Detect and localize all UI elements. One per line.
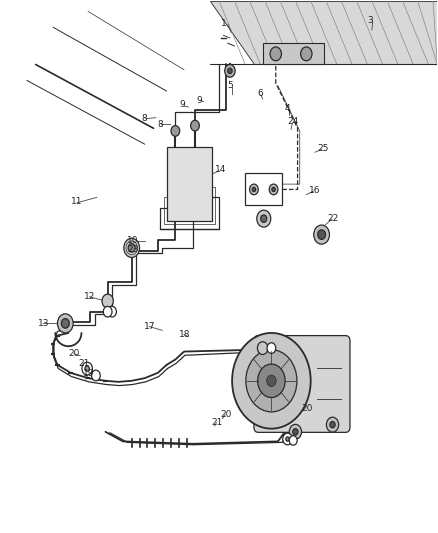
Circle shape (272, 187, 276, 191)
Text: 13: 13 (38, 319, 49, 328)
Text: 17: 17 (144, 322, 155, 331)
Circle shape (191, 120, 199, 131)
Circle shape (108, 306, 117, 317)
Circle shape (326, 417, 339, 432)
Text: 16: 16 (309, 186, 321, 195)
Text: 25: 25 (317, 144, 328, 153)
Circle shape (232, 333, 311, 429)
Circle shape (286, 437, 289, 441)
FancyBboxPatch shape (263, 43, 324, 64)
Circle shape (171, 126, 180, 136)
Text: 6: 6 (258, 89, 263, 98)
Circle shape (82, 362, 92, 375)
Text: 9: 9 (180, 100, 185, 109)
Polygon shape (210, 1, 437, 64)
Circle shape (92, 370, 100, 381)
Circle shape (267, 343, 276, 353)
Circle shape (267, 375, 276, 386)
Text: 10: 10 (127, 237, 139, 246)
Circle shape (283, 433, 292, 445)
Text: 21: 21 (78, 359, 90, 368)
Text: 20: 20 (68, 349, 80, 358)
Circle shape (128, 244, 135, 252)
Circle shape (61, 319, 69, 328)
Circle shape (289, 424, 301, 439)
Text: 24: 24 (288, 117, 299, 126)
Circle shape (261, 215, 267, 222)
Text: 4: 4 (285, 103, 290, 112)
Text: 5: 5 (228, 81, 233, 90)
Circle shape (270, 47, 282, 61)
Circle shape (225, 64, 235, 77)
Circle shape (85, 366, 89, 371)
Text: 22: 22 (327, 214, 339, 223)
Circle shape (293, 429, 298, 435)
Text: 12: 12 (84, 292, 95, 301)
Text: 18: 18 (179, 330, 191, 339)
Text: 8: 8 (141, 114, 147, 123)
Circle shape (258, 364, 285, 398)
Text: 23: 23 (127, 245, 139, 254)
Text: 3: 3 (367, 17, 373, 26)
Circle shape (330, 422, 335, 428)
Circle shape (258, 342, 268, 354)
Text: 20: 20 (301, 405, 312, 414)
Text: 19: 19 (83, 369, 94, 378)
Circle shape (228, 68, 232, 74)
Text: 21: 21 (211, 418, 223, 427)
Circle shape (57, 314, 73, 333)
Text: 8: 8 (157, 119, 163, 128)
Text: 14: 14 (215, 165, 226, 174)
FancyBboxPatch shape (254, 336, 350, 432)
Text: 20: 20 (220, 410, 231, 419)
Circle shape (300, 47, 312, 61)
Circle shape (246, 350, 297, 412)
Circle shape (250, 184, 258, 195)
Circle shape (103, 306, 112, 317)
Text: 9: 9 (196, 95, 202, 104)
Text: 1: 1 (221, 19, 227, 28)
Circle shape (124, 238, 140, 257)
Circle shape (269, 184, 278, 195)
Circle shape (257, 210, 271, 227)
Circle shape (252, 187, 256, 191)
FancyBboxPatch shape (166, 147, 212, 221)
Circle shape (289, 435, 297, 445)
Circle shape (318, 230, 325, 239)
Text: 11: 11 (71, 197, 82, 206)
Circle shape (314, 225, 329, 244)
Circle shape (102, 294, 113, 308)
